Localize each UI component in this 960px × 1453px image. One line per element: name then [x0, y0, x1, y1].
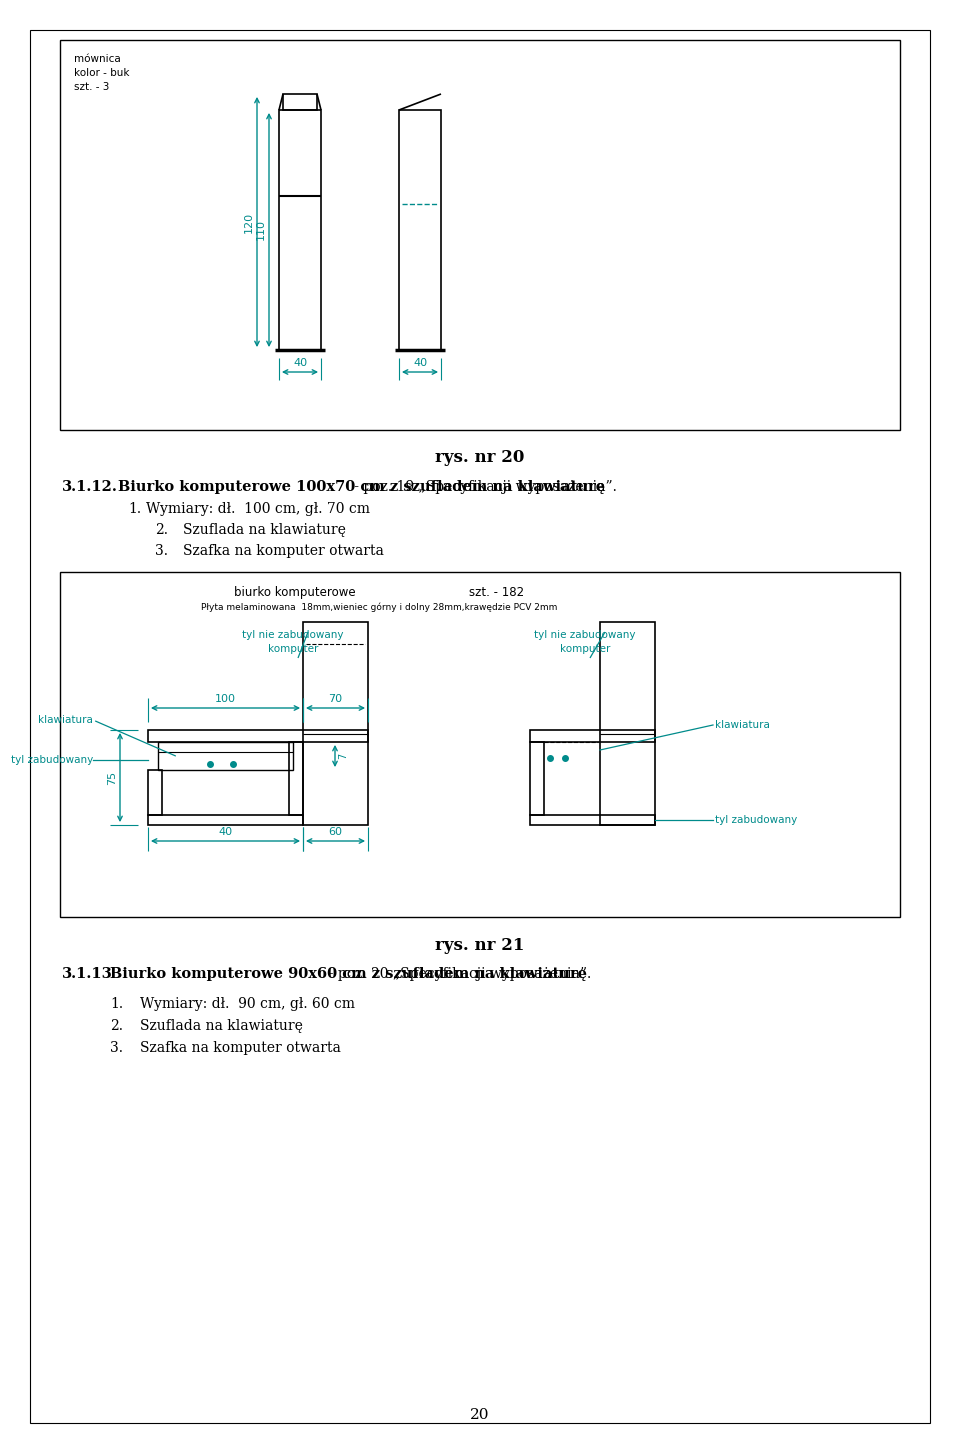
Bar [148, 729, 368, 742]
Bar [283, 94, 317, 110]
Text: Płyta melaminowana  18mm,wieniec górny i dolny 28mm,krawędzie PCV 2mm: Płyta melaminowana 18mm,wieniec górny i … [201, 602, 558, 612]
Text: Szuflada na klawiaturę: Szuflada na klawiaturę [183, 523, 346, 538]
Text: Szafka na komputer otwarta: Szafka na komputer otwarta [183, 543, 384, 558]
Bar [600, 622, 655, 825]
Bar [399, 110, 441, 350]
Text: tyl nie zabudowany: tyl nie zabudowany [535, 631, 636, 639]
Text: Szafka na komputer otwarta: Szafka na komputer otwarta [140, 1040, 341, 1055]
Text: Szuflada na klawiaturę: Szuflada na klawiaturę [140, 1019, 302, 1033]
Bar [289, 742, 303, 815]
Text: 40: 40 [413, 357, 427, 368]
Text: 100: 100 [215, 695, 236, 705]
Bar [530, 729, 655, 742]
Text: 3.: 3. [155, 543, 168, 558]
Text: 110: 110 [256, 219, 266, 241]
Text: komputer: komputer [560, 644, 611, 654]
Text: 3.1.13: 3.1.13 [62, 968, 112, 981]
Text: 120: 120 [244, 212, 254, 232]
Text: komputer: komputer [268, 644, 318, 654]
Bar [530, 815, 655, 825]
Text: - poz. 19 „Specyfikacji wyposażenia”.: - poz. 19 „Specyfikacji wyposażenia”. [118, 479, 617, 494]
Text: tyl nie zabudowany: tyl nie zabudowany [242, 631, 344, 639]
Bar [530, 742, 544, 815]
Text: 70: 70 [328, 695, 343, 705]
Text: Wymiary: dł.  100 cm, gł. 70 cm: Wymiary: dł. 100 cm, gł. 70 cm [146, 501, 370, 516]
Text: rys. nr 21: rys. nr 21 [435, 937, 525, 953]
Bar [60, 572, 900, 917]
Text: szt. - 182: szt. - 182 [469, 586, 524, 599]
Text: Wymiary: dł.  90 cm, gł. 60 cm: Wymiary: dł. 90 cm, gł. 60 cm [140, 997, 355, 1011]
Text: Biurko komputerowe 100x70 cm z szufladem na klawiaturę: Biurko komputerowe 100x70 cm z szufladem… [118, 479, 611, 494]
Text: 1.: 1. [128, 501, 141, 516]
Text: 7: 7 [338, 753, 348, 758]
Text: tyl zabudowany: tyl zabudowany [715, 815, 797, 825]
Text: 3.: 3. [110, 1040, 123, 1055]
Bar [60, 41, 900, 430]
Text: 1.: 1. [110, 997, 123, 1011]
Text: 20: 20 [470, 1408, 490, 1422]
Text: mównica
kolor - buk
szt. - 3: mównica kolor - buk szt. - 3 [74, 54, 130, 92]
Text: biurko komputerowe: biurko komputerowe [234, 586, 356, 599]
Bar [148, 770, 162, 815]
Bar [148, 815, 303, 825]
Text: - poz. 20 „Specyfikacji wyposażenia”.: - poz. 20 „Specyfikacji wyposażenia”. [110, 968, 591, 981]
Text: tyl zabudowany: tyl zabudowany [11, 756, 93, 764]
Bar [279, 110, 321, 350]
Bar [158, 742, 293, 770]
Bar [303, 622, 368, 825]
Text: 2.: 2. [155, 523, 168, 538]
Text: 75: 75 [107, 770, 117, 785]
Text: rys. nr 20: rys. nr 20 [435, 449, 525, 466]
Text: 3.1.12.: 3.1.12. [62, 479, 118, 494]
Text: 60: 60 [328, 827, 343, 837]
Text: 2.: 2. [110, 1019, 123, 1033]
Text: klawiatura: klawiatura [38, 715, 93, 725]
Text: klawiatura: klawiatura [715, 721, 770, 729]
Text: 40: 40 [293, 357, 307, 368]
Text: 40: 40 [219, 827, 232, 837]
Text: Biurko komputerowe 90x60 cm z szufladem na klawiaturę: Biurko komputerowe 90x60 cm z szufladem … [110, 968, 592, 981]
